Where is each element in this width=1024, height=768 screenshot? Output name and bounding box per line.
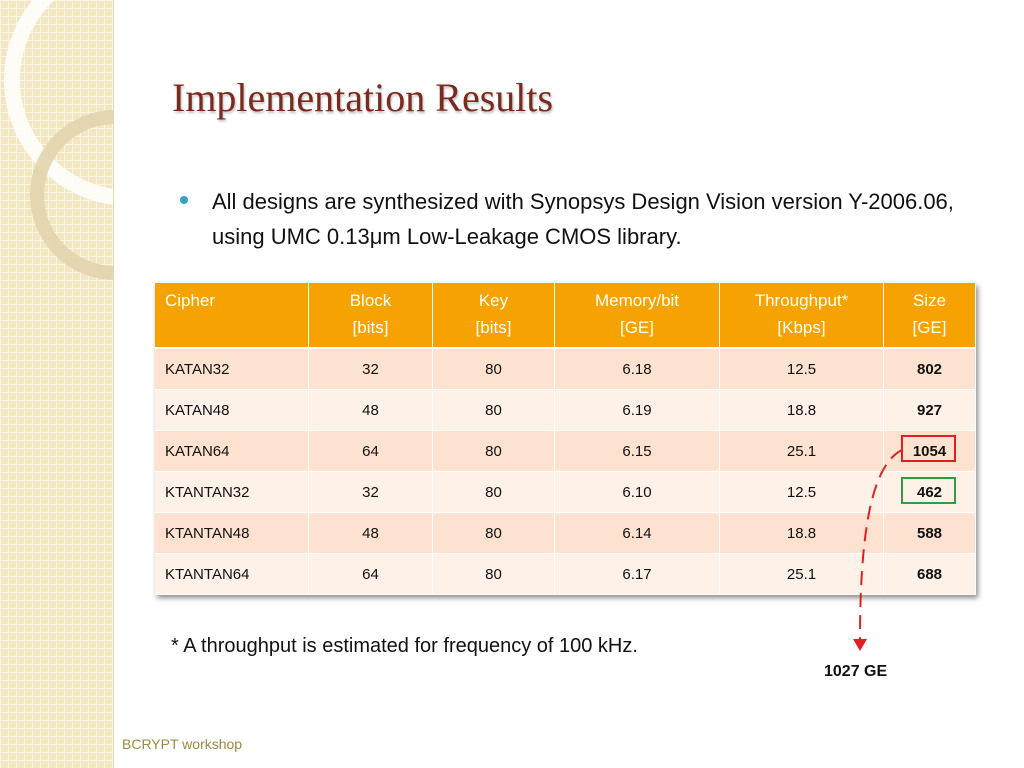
- cell-throughput: 12.5: [719, 348, 884, 390]
- cell-memory: 6.17: [554, 553, 720, 595]
- cell-size-highlighted-green: 462: [883, 471, 976, 513]
- table-row: KATAN32 32 80 6.18 12.5 802: [155, 348, 976, 390]
- footer-text: BCRYPT workshop: [122, 736, 243, 752]
- cell-block: 48: [308, 389, 433, 431]
- cell-memory: 6.19: [554, 389, 720, 431]
- bullet-item: All designs are synthesized with Synopsy…: [180, 184, 960, 254]
- cell-cipher: KATAN64: [155, 430, 309, 472]
- cell-block: 64: [308, 430, 433, 472]
- table-row: KATAN48 48 80 6.19 18.8 927: [155, 389, 976, 431]
- table-row: KTANTAN48 48 80 6.14 18.8 588: [155, 512, 976, 554]
- cell-key: 80: [432, 348, 555, 390]
- cell-size-highlighted-red: 1054: [883, 430, 976, 472]
- cell-size: 588: [883, 512, 976, 554]
- cell-size: 927: [883, 389, 976, 431]
- cell-key: 80: [432, 430, 555, 472]
- cell-block: 32: [308, 471, 433, 513]
- table-row: KTANTAN64 64 80 6.17 25.1 688: [155, 553, 976, 595]
- results-table-container: Cipher Block [bits] Key [bits] Memory/bit[…: [155, 283, 976, 595]
- cell-cipher: KTANTAN64: [155, 553, 309, 595]
- bullet-dot-icon: [180, 196, 188, 204]
- cell-block: 48: [308, 512, 433, 554]
- table-header-row: Cipher Block [bits] Key [bits] Memory/bit[…: [155, 283, 976, 349]
- cell-memory: 6.15: [554, 430, 720, 472]
- cell-key: 80: [432, 389, 555, 431]
- cell-key: 80: [432, 471, 555, 513]
- cell-throughput: 18.8: [719, 389, 884, 431]
- header-memory: Memory/bit [GE]: [554, 283, 720, 349]
- slide-title: Implementation Results: [172, 75, 554, 120]
- cell-cipher: KATAN32: [155, 348, 309, 390]
- cell-cipher: KTANTAN48: [155, 512, 309, 554]
- cell-size: 802: [883, 348, 976, 390]
- footnote: * A throughput is estimated for frequenc…: [171, 635, 638, 657]
- cell-memory: 6.14: [554, 512, 720, 554]
- cell-cipher: KTANTAN32: [155, 471, 309, 513]
- bullet-text: All designs are synthesized with Synopsy…: [212, 189, 954, 249]
- cell-key: 80: [432, 512, 555, 554]
- annotation-label: 1027 GE: [824, 663, 888, 680]
- cell-memory: 6.10: [554, 471, 720, 513]
- cell-block: 32: [308, 348, 433, 390]
- cell-block: 64: [308, 553, 433, 595]
- cell-memory: 6.18: [554, 348, 720, 390]
- decorative-circles: [4, 0, 113, 280]
- table-row: KATAN64 64 80 6.15 25.1 1054: [155, 430, 976, 472]
- cell-cipher: KATAN48: [155, 389, 309, 431]
- header-key: Key [bits]: [432, 283, 555, 349]
- header-throughput: Throughput* [Kbps]: [719, 283, 884, 349]
- cell-size: 688: [883, 553, 976, 595]
- arrow-head-icon: [853, 639, 867, 651]
- cell-throughput: 25.1: [719, 553, 884, 595]
- decorative-sidebar: [0, 0, 114, 768]
- results-table: Cipher Block [bits] Key [bits] Memory/bit[…: [155, 283, 976, 595]
- cell-throughput: 25.1: [719, 430, 884, 472]
- header-size: Size [GE]: [883, 283, 976, 349]
- table-row: KTANTAN32 32 80 6.10 12.5 462: [155, 471, 976, 513]
- header-cipher: Cipher: [155, 283, 309, 349]
- cell-key: 80: [432, 553, 555, 595]
- cell-throughput: 18.8: [719, 512, 884, 554]
- cell-throughput: 12.5: [719, 471, 884, 513]
- header-block: Block [bits]: [308, 283, 433, 349]
